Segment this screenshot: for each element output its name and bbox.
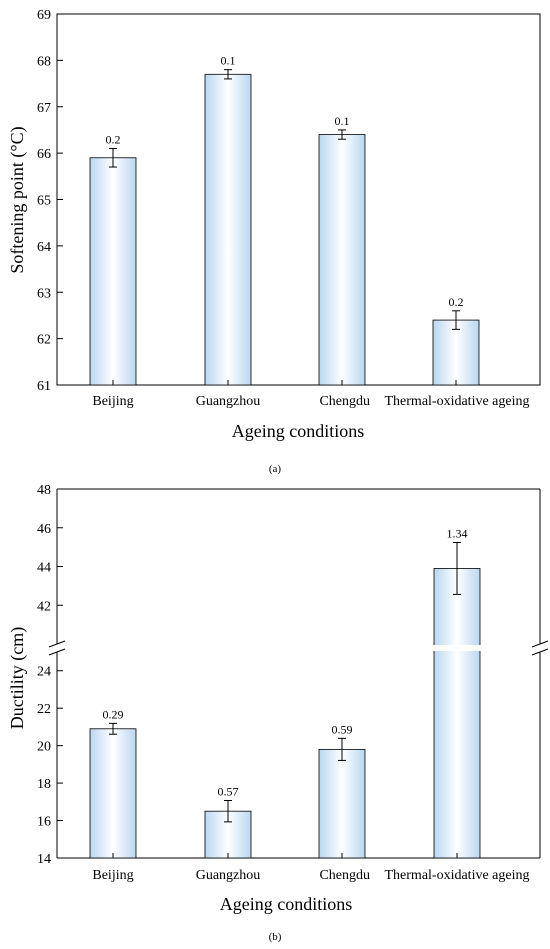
- chart-a-bar: [89, 157, 137, 386]
- chart-b-y-tick-label: 48: [37, 483, 51, 498]
- chart-b-data-label: 0.29: [103, 707, 124, 721]
- chart-b-category-label: Chengdu: [319, 868, 370, 883]
- chart-b-category-label: Beijing: [92, 868, 133, 883]
- chart-b-break-mark: [531, 648, 549, 656]
- chart-a-category-label: Beijing: [92, 394, 133, 409]
- chart-b-bar: [89, 728, 137, 859]
- chart-a-y-tick-label: 63: [37, 286, 51, 301]
- chart-b-panel-label: (b): [269, 931, 282, 943]
- chart-a-bar: [318, 134, 366, 386]
- chart-a-y-tick-label: 62: [37, 333, 51, 348]
- chart-a-y-label: Softening point (°C): [7, 126, 28, 273]
- chart-b-data-label: 0.59: [332, 722, 353, 736]
- chart-a-bars: 0.2 0.1 0.1 0.2: [89, 54, 480, 386]
- chart-b-bars: 0.29 0.57 0.59 1.34: [89, 526, 481, 859]
- chart-b-break-mark: [48, 648, 66, 656]
- chart-a-category-label: Thermal-oxidative ageing: [385, 394, 530, 409]
- chart-b-y-axis: 14 16 18 20 22 24 42 44 46 48: [37, 483, 63, 867]
- chart-a-panel-label: (a): [269, 463, 282, 475]
- chart-a-x-label: Ageing conditions: [232, 421, 365, 441]
- chart-a-bar: [432, 319, 480, 386]
- chart-b-axis-break: [48, 640, 549, 656]
- chart-a-data-label: 0.2: [106, 132, 121, 146]
- chart-b-y-tick-label: 22: [37, 702, 51, 717]
- chart-b: 14 16 18 20 22 24 42 44 46 48 0.29 0.57 0.59 1.34 Be…: [7, 483, 549, 943]
- chart-a-category-label: Guangzhou: [196, 394, 261, 409]
- chart-a-y-tick-label: 68: [37, 54, 51, 69]
- chart-a-category-label: Chengdu: [319, 394, 370, 409]
- chart-a-y-tick-label: 64: [37, 240, 51, 255]
- chart-b-y-tick-label: 20: [37, 740, 51, 755]
- chart-a-y-tick-label: 61: [37, 379, 51, 394]
- chart-b-bar: [318, 748, 366, 859]
- chart-a-data-label: 0.2: [449, 295, 464, 309]
- chart-b-y-tick-label: 16: [37, 815, 51, 830]
- chart-b-category-label: Guangzhou: [196, 868, 261, 883]
- chart-b-y-tick-label: 18: [37, 777, 51, 792]
- chart-a-bar: [204, 73, 252, 386]
- chart-a-x-axis: Beijing Guangzhou Chengdu Thermal-oxidative…: [92, 380, 530, 409]
- chart-a-y-tick-label: 67: [37, 101, 51, 116]
- chart-a-y-tick-label: 69: [37, 8, 51, 23]
- chart-b-break-mark: [48, 640, 66, 648]
- chart-a-data-label: 0.1: [221, 54, 236, 68]
- chart-b-break-mark: [531, 640, 549, 648]
- chart-b-y-tick-label: 44: [37, 561, 51, 576]
- chart-b-y-tick-label: 14: [37, 852, 51, 867]
- chart-b-y-tick-label: 46: [37, 522, 51, 537]
- chart-b-data-label: 1.34: [447, 526, 468, 540]
- chart-a-data-label: 0.1: [335, 114, 350, 128]
- chart-b-y-label: Ductility (cm): [7, 627, 28, 729]
- chart-b-category-label: Thermal-oxidative ageing: [385, 868, 530, 883]
- chart-b-bar: [433, 568, 481, 859]
- chart-a-y-tick-label: 66: [37, 147, 51, 162]
- chart-b-y-tick-label: 24: [37, 665, 51, 680]
- chart-b-y-tick-label: 42: [37, 599, 51, 614]
- chart-a-y-tick-label: 65: [37, 194, 51, 209]
- chart-b-data-label: 0.57: [218, 785, 239, 799]
- chart-b-x-axis: Beijing Guangzhou Chengdu Thermal-oxidative…: [92, 853, 530, 883]
- chart-b-x-label: Ageing conditions: [220, 894, 353, 914]
- chart-a-y-axis: 61 62 63 64 65 66 67 68 69: [37, 8, 63, 394]
- chart-b-break-gap: [433, 645, 481, 651]
- chart-a: 61 62 63 64 65 66 67 68 69 0.2 0.1 0.1 0.2 Beijing G…: [7, 8, 541, 475]
